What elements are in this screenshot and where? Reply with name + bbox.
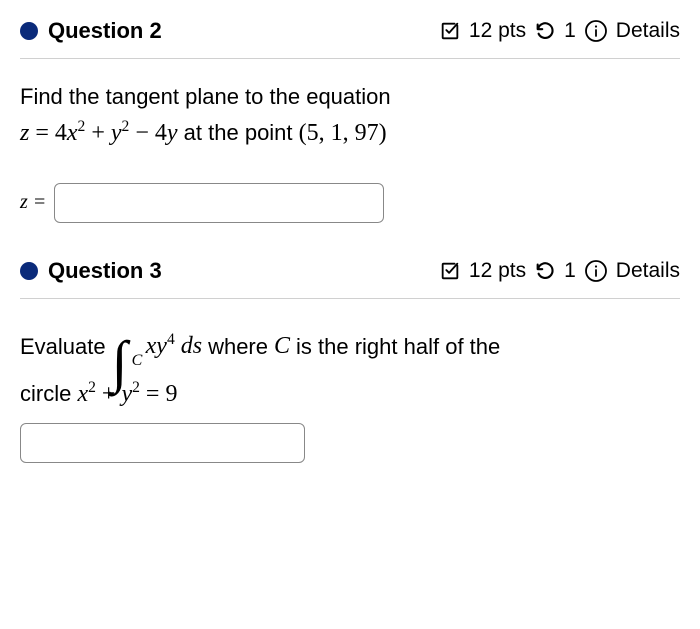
retry-icon[interactable] [534,260,556,282]
prompt-tail: at the point [184,120,299,145]
status-dot-icon [20,262,38,280]
where-text: where [208,326,268,368]
integral-expr: ∫ C xy4 ds [112,319,202,375]
attempts-count: 1 [564,19,576,43]
evaluate-line: Evaluate ∫ C xy4 ds where C is the right… [20,319,680,375]
points-label: 12 pts [469,19,526,43]
prompt-line-1: Find the tangent plane to the equation [20,79,680,114]
question-2-right: 12 pts 1 Details [439,19,680,43]
tail-text: is the right half of the [296,326,500,368]
points-label: 12 pts [469,259,526,283]
circle-label: circle [20,381,77,406]
checkbox-icon [439,260,461,282]
answer-input-q3[interactable] [20,423,305,463]
retry-icon[interactable] [534,20,556,42]
answer-input-q2[interactable] [54,183,384,223]
info-icon[interactable] [584,19,608,43]
integrand: xy4 ds [146,324,202,370]
equation-q2: z = 4x2 + y2 − 4y [20,120,178,146]
question-3-title: Question 3 [48,258,162,284]
question-3-body: Evaluate ∫ C xy4 ds where C is the right… [20,319,680,463]
checkbox-icon [439,20,461,42]
info-icon[interactable] [584,259,608,283]
status-dot-icon [20,22,38,40]
details-link[interactable]: Details [616,19,680,43]
question-2-left: Question 2 [20,18,162,44]
prompt-line-2: z = 4x2 + y2 − 4y at the point (5, 1, 97… [20,114,680,152]
question-3-block: Question 3 12 pts 1 [0,253,700,493]
attempts-count: 1 [564,259,576,283]
question-2-body: Find the tangent plane to the equation z… [20,79,680,153]
point-coords: (5, 1, 97) [299,120,387,146]
question-2-header: Question 2 12 pts 1 [20,18,680,59]
question-2-title: Question 2 [48,18,162,44]
details-link[interactable]: Details [616,259,680,283]
question-3-left: Question 3 [20,258,162,284]
evaluate-label: Evaluate [20,326,106,368]
z-equals-label: z = [20,191,46,214]
c-var: C [274,324,290,370]
question-3-right: 12 pts 1 Details [439,259,680,283]
question-3-header: Question 3 12 pts 1 [20,258,680,299]
answer-row-q2: z = [20,183,680,223]
question-2-block: Question 2 12 pts 1 [0,0,700,253]
